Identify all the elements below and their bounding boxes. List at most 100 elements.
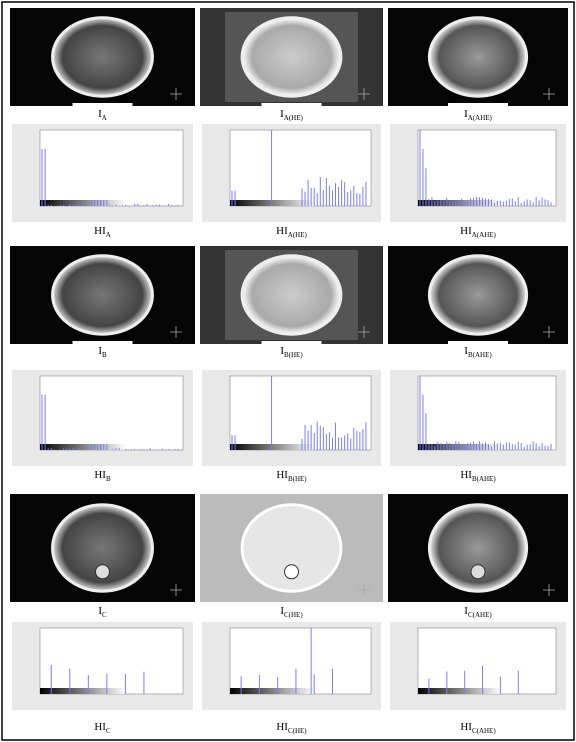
caption: HIC(AHE) [460,721,496,735]
caption-base: I [280,605,284,617]
caption-sub: A(AHE) [472,231,497,239]
caption: HIB [94,469,111,483]
histogram-plot [39,627,184,695]
caption-base: I [98,605,102,617]
intensity-ramp [40,444,126,450]
caption-sub: B(HE) [288,475,307,483]
intensity-ramp [418,444,501,450]
caption-base: I [280,345,284,357]
histogram-plot [229,375,372,451]
scale-marker [358,584,370,596]
caption: HIA(HE) [276,225,307,239]
caption-sub: B(AHE) [472,475,496,483]
histogram-plot [417,129,557,207]
caption-base: HI [276,225,288,237]
histogram-bars [231,130,367,206]
histogram-bars [41,394,179,450]
caption: IB(HE) [280,345,303,359]
scan-detail [284,564,299,580]
intensity-ramp [230,200,315,206]
image-label-bar [72,341,133,344]
caption: HIB(AHE) [460,469,496,483]
histogram-bars [50,664,145,694]
caption-sub: B(HE) [284,351,303,359]
caption-sub: A(HE) [288,231,308,239]
image-label-bar [261,341,322,344]
scale-marker [170,88,182,100]
scale-marker [543,88,555,100]
caption: IA(AHE) [464,108,492,122]
caption-base: HI [94,469,106,481]
caption-base: I [280,108,284,120]
caption-base: HI [460,225,472,237]
brain-scan [240,254,343,336]
brain-scan [427,254,529,336]
scale-marker [170,326,182,338]
caption-sub: C [106,727,111,735]
caption: HIA(AHE) [460,225,496,239]
brain-scan [51,16,154,98]
caption: HIC(HE) [276,721,307,735]
caption: IA(HE) [280,108,303,122]
scale-marker [358,88,370,100]
caption-base: I [98,108,102,120]
scale-marker [358,326,370,338]
intensity-ramp [418,688,501,694]
brain-scan [240,503,343,593]
caption: HIB(HE) [276,469,307,483]
histogram-bars [419,130,552,206]
caption: IC(AHE) [464,605,492,619]
intensity-ramp [40,688,126,694]
brain-scan [51,254,154,336]
caption-sub: A [102,114,107,122]
caption: IA [98,108,107,122]
histogram-bars [419,376,552,450]
caption-sub: B [102,351,107,359]
scale-marker [543,326,555,338]
caption-sub: B(AHE) [468,351,492,359]
image-label-bar [261,103,322,106]
caption-sub: A(AHE) [468,114,493,122]
caption-base: HI [276,721,288,733]
histogram-plot [39,375,184,451]
caption-sub: C(HE) [284,611,303,619]
histogram-plot [229,129,372,207]
caption-base: HI [460,721,472,733]
caption: HIC [94,721,111,735]
caption-sub: B [106,475,111,483]
image-label-bar [448,341,508,344]
histogram-bars [240,628,333,694]
brain-scan [427,16,529,98]
caption-base: HI [460,469,472,481]
caption-base: I [98,345,102,357]
caption-sub: A [106,231,111,239]
image-label-bar [448,103,508,106]
scan-detail [95,564,110,580]
histogram-bars [41,149,179,206]
scale-marker [543,584,555,596]
caption-sub: C [102,611,107,619]
caption-base: HI [276,469,288,481]
intensity-ramp [418,200,501,206]
histogram-plot [39,129,184,207]
intensity-ramp [230,688,315,694]
brain-scan [51,503,154,593]
intensity-ramp [40,200,126,206]
scan-detail [470,564,486,580]
caption: IC(HE) [280,605,303,619]
caption-base: I [464,345,468,357]
caption-base: HI [94,721,106,733]
caption: IC [98,605,107,619]
histogram-plot [417,375,557,451]
caption-sub: C(AHE) [468,611,492,619]
histogram-bars [428,665,519,694]
caption-sub: C(AHE) [472,727,496,735]
caption-sub: C(HE) [288,727,307,735]
histogram-plot [229,627,372,695]
histogram-bars [231,376,367,450]
scale-marker [170,584,182,596]
intensity-ramp [230,444,315,450]
caption-sub: A(HE) [284,114,304,122]
